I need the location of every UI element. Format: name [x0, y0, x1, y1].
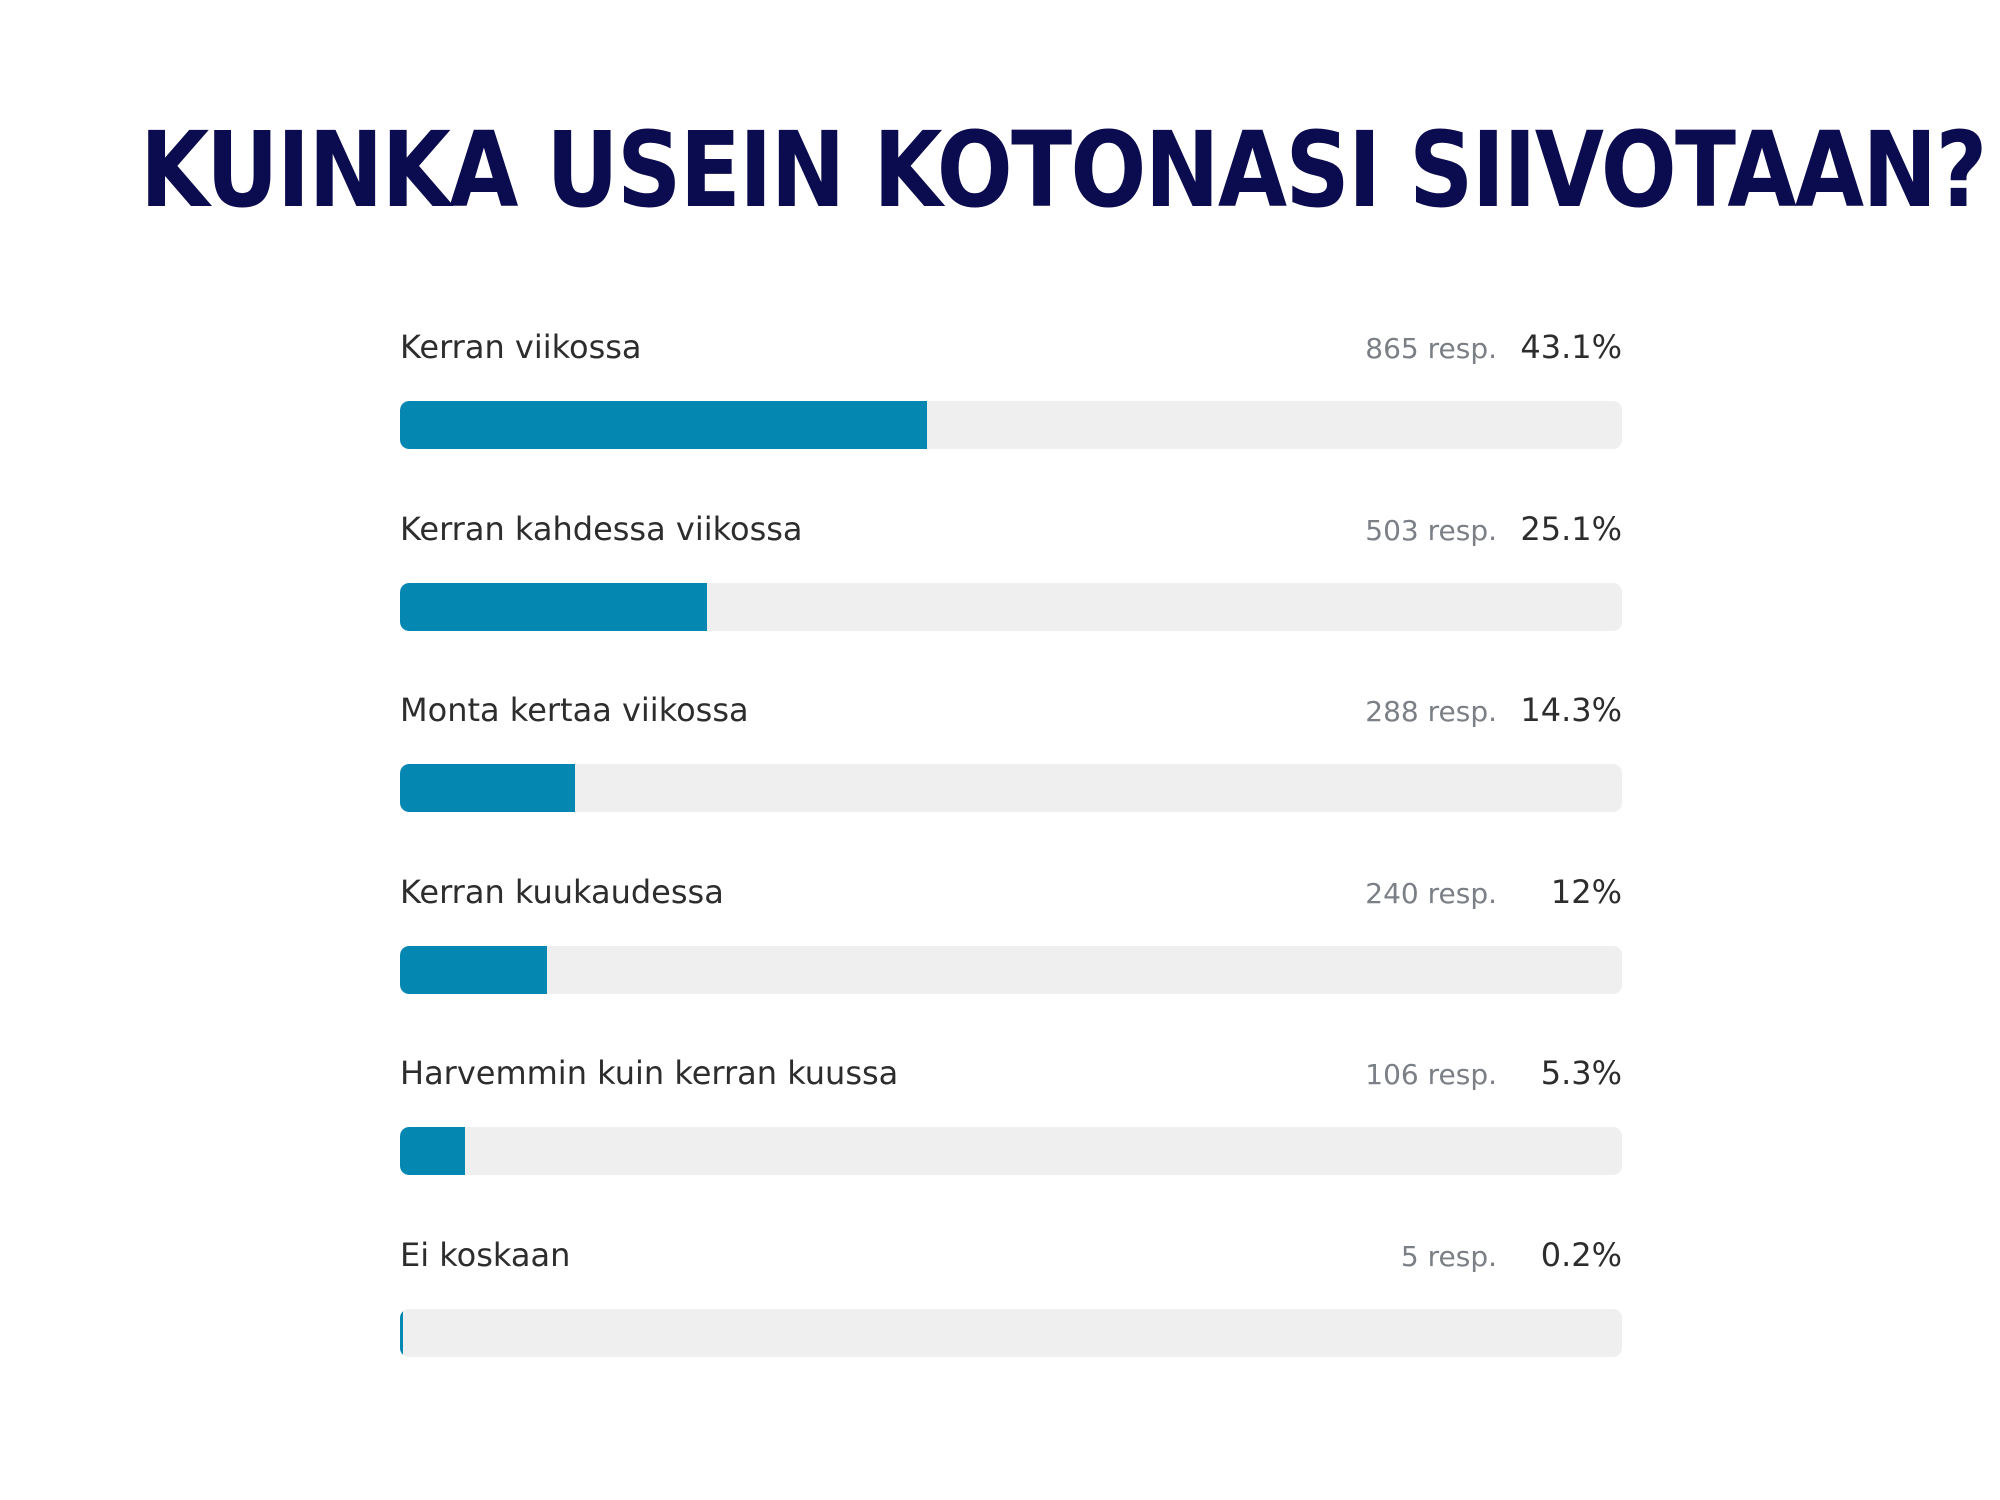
- bar-fill: [400, 764, 575, 812]
- bar-track: [400, 1127, 1622, 1175]
- bar-response-count: 240 resp.: [1365, 876, 1497, 910]
- bar-fill: [400, 1127, 465, 1175]
- bar-category-label: Harvemmin kuin kerran kuussa: [400, 1054, 899, 1092]
- bar-percent-label: 14.3%: [1520, 691, 1622, 729]
- bar-response-count: 865 resp.: [1365, 332, 1497, 365]
- bar-track: [400, 945, 1622, 994]
- bar-row: Monta kertaa viikossa 288 resp. 14.3%: [400, 683, 1622, 833]
- bar-category-label: Monta kertaa viikossa: [400, 691, 749, 729]
- bar-row: Ei koskaan 5 resp. 0.2%: [400, 1228, 1622, 1378]
- bar-category-label: Kerran kahdessa viikossa: [400, 509, 803, 548]
- chart-title: KUINKA USEIN KOTONASI SIIVOTAAN?: [140, 109, 1987, 231]
- bar-chart: Kerran viikossa 865 resp. 43.1% Kerran kahd…: [400, 320, 1622, 1380]
- bar-fill: [400, 582, 707, 631]
- bar-row: Harvemmin kuin kerran kuussa 106 resp. 5.3…: [400, 1046, 1622, 1196]
- bar-percent-label: 0.2%: [1540, 1235, 1622, 1274]
- bar-response-count: 106 resp.: [1365, 1058, 1497, 1091]
- bar-fill: [400, 401, 927, 449]
- bar-row: Kerran kahdessa viikossa 503 resp. 25.1%: [400, 502, 1622, 652]
- bar-response-count: 5 resp.: [1400, 1239, 1497, 1273]
- bar-fill: [400, 945, 547, 994]
- bar-track: [400, 401, 1622, 449]
- bar-row: Kerran kuukaudessa 240 resp. 12%: [400, 865, 1622, 1015]
- bar-track: [400, 582, 1622, 631]
- bar-percent-label: 12%: [1550, 872, 1622, 911]
- bar-percent-label: 25.1%: [1520, 509, 1622, 548]
- bar-row: Kerran viikossa 865 resp. 43.1%: [400, 320, 1622, 470]
- bar-response-count: 503 resp.: [1365, 513, 1497, 547]
- bar-category-label: Kerran kuukaudessa: [400, 872, 724, 911]
- bar-percent-label: 43.1%: [1520, 328, 1622, 366]
- bar-track: [400, 1308, 1622, 1357]
- bar-category-label: Ei koskaan: [400, 1235, 571, 1274]
- bar-track: [400, 764, 1622, 812]
- bar-response-count: 288 resp.: [1365, 695, 1497, 728]
- bar-fill: [400, 1308, 403, 1357]
- bar-category-label: Kerran viikossa: [400, 328, 642, 366]
- bar-percent-label: 5.3%: [1540, 1054, 1622, 1092]
